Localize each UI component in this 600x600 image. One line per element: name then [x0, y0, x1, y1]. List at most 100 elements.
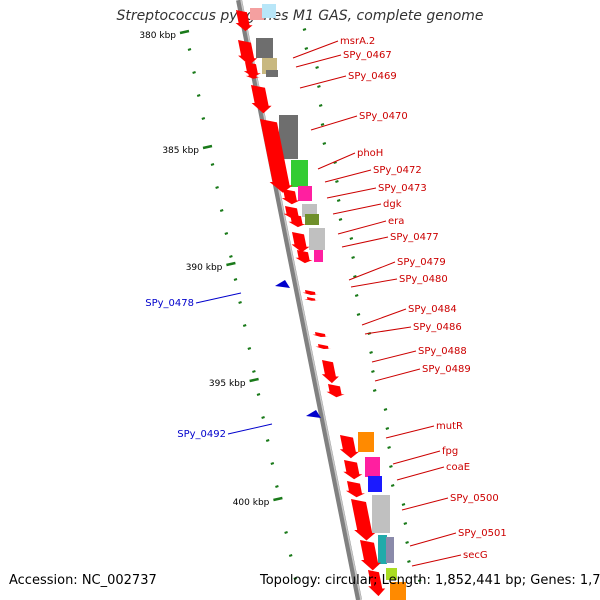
genome-summary-text: Topology: circular; Length: 1,852,441 bp… [260, 573, 600, 588]
feature-block [250, 8, 264, 20]
inner-dot [338, 218, 343, 221]
minor-tick [265, 439, 270, 442]
minor-tick [192, 71, 196, 74]
gene-label: SPy_0470 [359, 111, 408, 122]
forward-gene-arrow [238, 40, 258, 66]
minor-tick [284, 531, 288, 534]
gene-label: SPy_0484 [408, 304, 457, 315]
gene-label: SPy_0492 [177, 429, 226, 440]
gene-label: SPy_0501 [458, 528, 507, 539]
feature-block [256, 38, 273, 58]
inner-dot [387, 446, 391, 449]
gene-label: fpg [442, 446, 458, 457]
scale-tick [202, 144, 213, 150]
label-leader-line [371, 350, 417, 363]
feature-block [266, 70, 278, 77]
scale-ticks: 380 kbp 385 kbp 390 kbp 395 kbp 400 kbp [139, 29, 298, 580]
forward-gene-arrow [343, 460, 363, 480]
minor-tick [233, 278, 238, 281]
minor-tick [219, 209, 224, 212]
label-leader-line [292, 40, 339, 59]
label-leader-line [409, 532, 457, 547]
label-leader-line [392, 450, 441, 465]
minor-tick [242, 324, 247, 327]
scale-tick [273, 496, 283, 502]
inner-dot [322, 142, 327, 145]
minor-tick [224, 232, 229, 235]
gene-label: SPy_0469 [348, 71, 397, 82]
feature-block [298, 186, 312, 201]
forward-gene-arrow [351, 499, 376, 541]
inner-dot [389, 465, 393, 468]
forward-gene-arrow [288, 214, 306, 228]
inner-dot [320, 123, 325, 126]
feature-block [262, 4, 276, 18]
minor-tick [261, 416, 265, 419]
inner-dot [336, 199, 341, 202]
minor-tick [229, 255, 233, 258]
minor-tick [270, 462, 275, 465]
gene-label: SPy_0480 [399, 274, 448, 285]
label-leader-line [374, 368, 421, 382]
gene-arrows [235, 10, 386, 597]
label-leader-line [361, 308, 407, 326]
feature-block [386, 537, 394, 563]
scale-label: 380 kbp [139, 31, 176, 41]
reverse-gene-arrow [275, 280, 290, 288]
label-leader-line [326, 187, 377, 199]
inner-dot [407, 560, 411, 563]
forward-gene-arrow [291, 232, 310, 253]
label-leader-line [411, 554, 462, 567]
minor-tick [238, 301, 242, 304]
inner-dot [372, 389, 377, 392]
forward-gene-arrow [245, 72, 260, 79]
reverse-gene-arrow [306, 410, 321, 418]
inner-dot [390, 484, 395, 487]
minor-tick [201, 117, 206, 120]
forward-gene-arrow [339, 435, 359, 459]
inner-dot [383, 408, 388, 411]
gene-label: mutR [436, 421, 463, 432]
forward-gene-arrow [304, 297, 319, 301]
inner-dot [353, 275, 357, 278]
inner-dot [349, 237, 354, 240]
gene-label: coaE [446, 462, 470, 473]
inner-dot [351, 256, 355, 259]
inner-dot [405, 541, 409, 544]
feature-block [365, 457, 380, 477]
gene-label: SPy_0477 [390, 232, 439, 243]
minor-tick [187, 48, 192, 51]
scale-label: 385 kbp [162, 146, 199, 156]
minor-tick [247, 347, 252, 350]
inner-dot [369, 351, 373, 354]
scale-tick [179, 29, 190, 35]
feature-block [368, 476, 382, 492]
gene-label: era [388, 216, 404, 227]
inner-dot [333, 161, 337, 164]
label-leader-line [324, 169, 372, 183]
label-leader-line [337, 220, 387, 235]
minor-tick [252, 370, 256, 373]
scale-label: 395 kbp [209, 379, 246, 389]
label-lines [195, 40, 462, 567]
label-leader-line [385, 425, 435, 439]
gene-label: SPy_0488 [418, 346, 467, 357]
scale-label: 390 kbp [186, 263, 223, 273]
gene-label: SPy_0489 [422, 364, 471, 375]
gene-label: SPy_0472 [373, 165, 422, 176]
inner-dot [354, 294, 359, 297]
inner-dot [385, 427, 390, 430]
gene-label: dgk [383, 199, 402, 210]
forward-gene-arrow [260, 119, 293, 193]
gene-label: msrA.2 [340, 36, 375, 47]
label-leader-line [195, 292, 242, 304]
gene-label: SPy_0500 [450, 493, 499, 504]
label-leader-line [348, 261, 396, 281]
feature-block [305, 214, 319, 225]
feature-block [378, 535, 387, 564]
map-title: Streptococcus pyogenes M1 GAS, complete … [116, 8, 484, 24]
inner-dot [304, 47, 309, 50]
forward-gene-arrow [312, 332, 329, 337]
inner-dot [371, 370, 375, 373]
forward-gene-arrow [235, 10, 253, 32]
